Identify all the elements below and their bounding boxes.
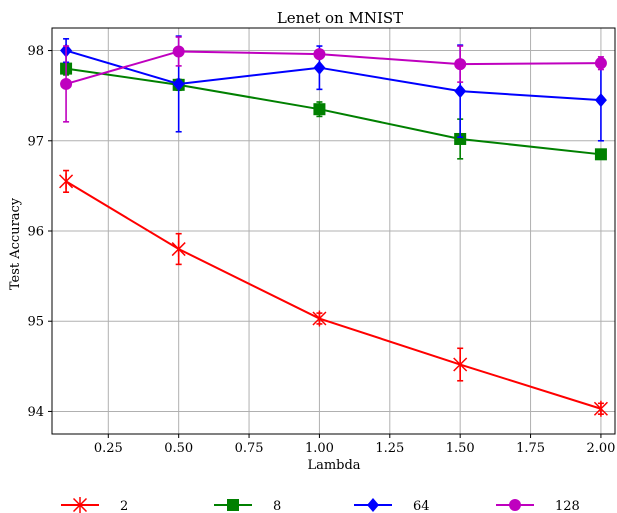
data-point xyxy=(594,93,607,108)
series-2 xyxy=(59,169,608,417)
x-tick-label: 0.50 xyxy=(164,441,193,456)
grid xyxy=(52,28,615,434)
data-point xyxy=(172,76,185,91)
legend-item-2: 2 xyxy=(61,497,128,513)
series-line-128 xyxy=(65,50,601,85)
axis-ticks: 0.25 0.50 0.75 1.00 1.25 1.50 1.75 2.00 94 95 96 97… xyxy=(27,44,615,456)
series-layer xyxy=(59,35,608,417)
legend-marker xyxy=(72,497,88,513)
legend-marker xyxy=(367,498,379,512)
data-point xyxy=(454,132,467,145)
legend-label: 128 xyxy=(555,499,580,513)
x-tick-label: 1.00 xyxy=(305,441,334,456)
series-line-2 xyxy=(65,180,602,410)
series-line-8 xyxy=(65,67,602,156)
legend-item-64: 64 xyxy=(354,498,430,513)
data-point xyxy=(593,400,608,417)
legend-marker xyxy=(509,499,521,511)
y-tick-label: 97 xyxy=(27,134,44,149)
chart-title: Lenet on MNIST xyxy=(277,9,403,27)
data-point xyxy=(594,148,607,161)
series-8 xyxy=(60,61,607,161)
y-tick-label: 94 xyxy=(27,405,44,420)
data-point xyxy=(59,173,74,190)
data-point xyxy=(594,57,607,70)
legend-label: 64 xyxy=(413,499,430,513)
x-tick-label: 1.25 xyxy=(375,441,404,456)
data-point xyxy=(313,48,326,61)
data-point xyxy=(453,356,468,373)
y-tick-label: 96 xyxy=(27,225,44,240)
series-64 xyxy=(60,35,607,142)
data-point xyxy=(454,58,467,71)
data-point xyxy=(454,84,467,99)
x-tick-label: 1.75 xyxy=(516,441,545,456)
legend-item-128: 128 xyxy=(496,499,580,513)
x-tick-label: 1.50 xyxy=(446,441,475,456)
legend-marker xyxy=(227,499,239,511)
x-tick-label: 2.00 xyxy=(586,441,615,456)
x-axis-label: Lambda xyxy=(307,458,360,473)
data-point xyxy=(312,310,327,327)
x-tick-label: 0.75 xyxy=(235,441,264,456)
data-point xyxy=(313,60,326,75)
legend-label: 2 xyxy=(120,499,128,513)
data-point xyxy=(60,77,73,90)
x-tick-label: 0.25 xyxy=(94,441,123,456)
legend-item-8: 8 xyxy=(214,499,281,513)
legend-label: 8 xyxy=(273,499,281,513)
y-tick-label: 95 xyxy=(27,315,44,330)
legend: 2 8 64 128 xyxy=(61,497,580,513)
series-line-64 xyxy=(65,49,601,102)
y-axis-label: Test Accuracy xyxy=(8,197,23,290)
data-point xyxy=(171,241,186,258)
data-point xyxy=(172,45,185,58)
data-point xyxy=(313,103,326,116)
y-tick-label: 98 xyxy=(27,44,44,59)
series-128 xyxy=(60,36,607,123)
